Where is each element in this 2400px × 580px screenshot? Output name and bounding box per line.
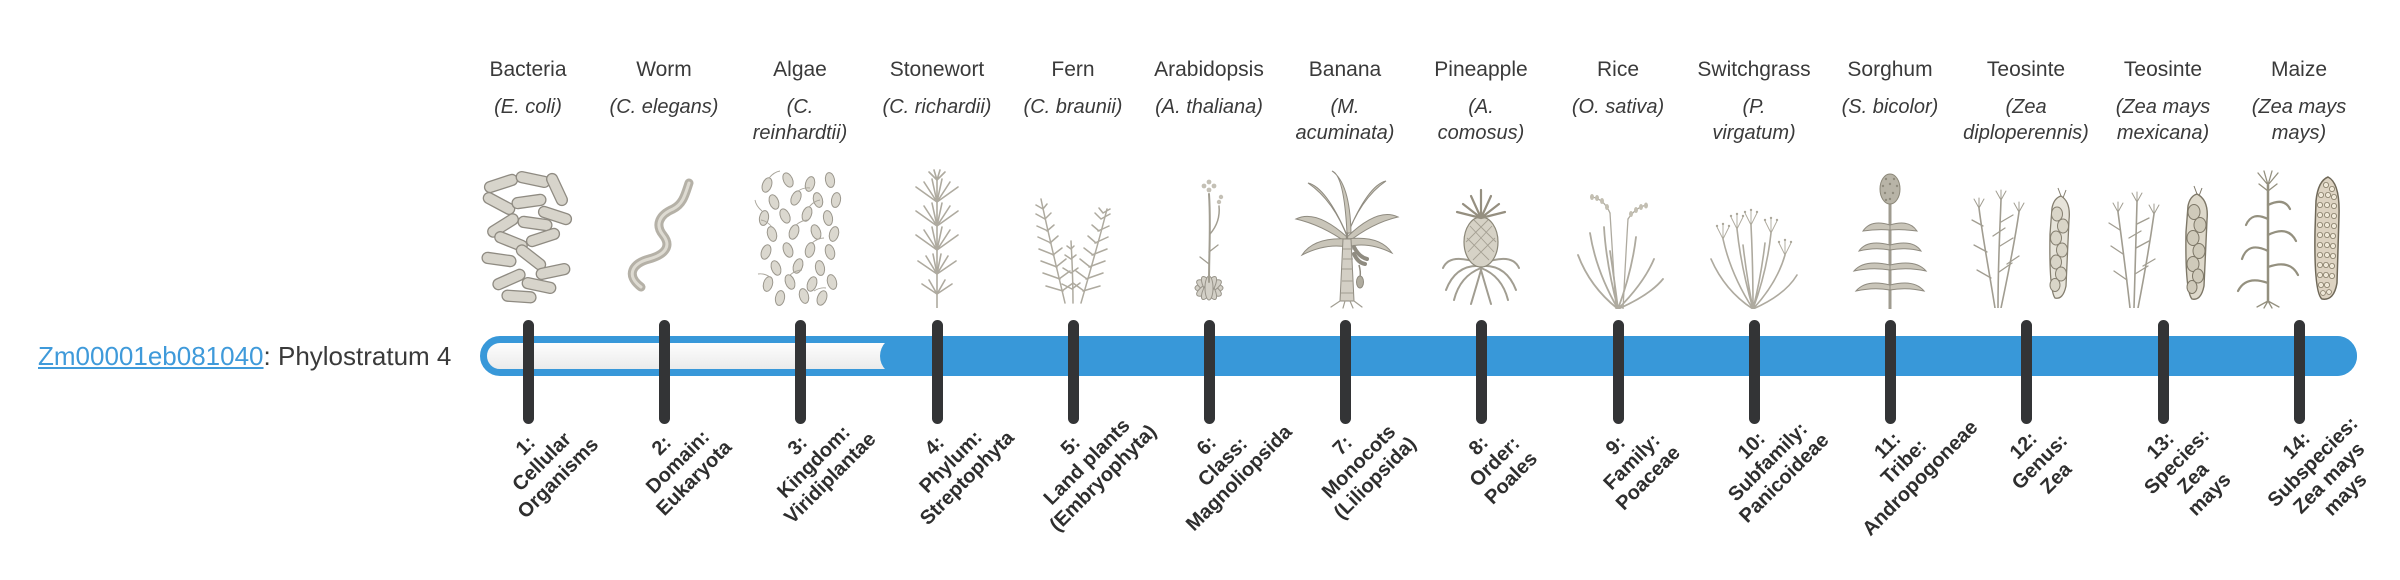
organism-illustration (867, 168, 1007, 312)
organism-species: (A. comosus) (1437, 96, 1525, 144)
organism-column: Worm (C. elegans) 2: Domain: Eukaryota (554, 0, 774, 580)
stratum-tick (1475, 320, 1487, 424)
stratum-tick (658, 320, 670, 424)
bacteria-icon (478, 170, 578, 311)
organism-species: (Zea mays mays) (2251, 96, 2347, 144)
stratum-tick (1339, 320, 1351, 424)
stratum-tick (931, 320, 943, 424)
stratum-tick (522, 320, 534, 424)
stratum-tick (2293, 320, 2305, 424)
organism-column: Fern (C. braunii) 5: Land plants (Embryo… (963, 0, 1183, 580)
stratum-tick (1067, 320, 1079, 424)
organism-illustration (1684, 168, 1824, 312)
organism-illustration (1003, 168, 1143, 312)
stratum-tick (2020, 320, 2032, 424)
organism-name: Worm (636, 58, 692, 81)
gene-label: Zm00001eb081040: Phylostratum 4 (38, 341, 451, 372)
organism-name: Maize (2270, 58, 2328, 81)
gene-link[interactable]: Zm00001eb081040 (38, 341, 264, 371)
organism-species: (C. richardii) (882, 96, 992, 118)
organism-illustration (1275, 168, 1415, 312)
organism-species: (C. elegans) (609, 96, 719, 118)
organism-name: Rice (1596, 58, 1639, 81)
organism-illustration (1956, 168, 2096, 312)
arabidopsis-icon (1170, 168, 1248, 313)
rice-icon (1570, 167, 1666, 314)
stratum-tick (1884, 320, 1896, 424)
organism-name: Algae (773, 58, 827, 81)
organism-species: (Zea diploperennis) (1963, 96, 2089, 144)
organism-name: Banana (1308, 58, 1382, 81)
organism-species: (E. coli) (494, 96, 562, 118)
algae-icon (752, 170, 848, 311)
organism-column: Stonewort (C. richardii) 4: Phylum: Stre… (827, 0, 1047, 580)
stratum-tick (794, 320, 806, 424)
organism-name: Teosinte (1986, 58, 2066, 81)
organism-name: Sorghum (1847, 58, 1933, 81)
organism-illustration (730, 168, 870, 312)
organism-illustration (1411, 168, 1551, 312)
organism-illustration (1548, 168, 1688, 312)
organism-column: Maize (Zea mays mays) (2189, 0, 2400, 580)
teosinte-mexicana-icon (2102, 168, 2224, 313)
stratum-label: 14: Subspecies: Zea mays mays (2263, 412, 2372, 521)
switchgrass-icon (1701, 167, 1807, 314)
organism-column: Rice (O. sativa) 9: Family: Poaceae (1508, 0, 1728, 580)
fern-icon (1017, 169, 1129, 312)
stratum-tick (1748, 320, 1760, 424)
organism-species: (O. sativa) (1571, 96, 1665, 118)
organism-illustration (2093, 168, 2233, 312)
organism-species: (A. thaliana) (1155, 96, 1263, 118)
organism-column: Arabidopsis (A. thaliana) 6: Class: Magn… (1099, 0, 1319, 580)
organism-name: Bacteria (489, 58, 567, 81)
organism-species: (S. bicolor) (1841, 96, 1939, 118)
organism-column: Teosinte (Zea mays mexicana) (2053, 0, 2273, 580)
teosinte-diploperennis-icon (1965, 168, 2087, 313)
organism-column: Bacteria (E. coli) 1: Cellular Organisms (418, 0, 638, 580)
organism-name: Pineapple (1434, 58, 1528, 81)
organism-illustration (594, 168, 734, 312)
stratum-tick (1203, 320, 1215, 424)
organism-column: Sorghum (S. bicolor) 11: Tribe: Andropog… (1780, 0, 2000, 580)
banana-icon (1288, 167, 1402, 314)
stonewort-icon (900, 168, 974, 313)
organism-name: Stonewort (889, 58, 985, 81)
organism-name: Arabidopsis (1154, 58, 1264, 81)
organism-name: Fern (1051, 58, 1095, 81)
maize-icon (2236, 167, 2362, 314)
stratum-tick (1612, 320, 1624, 424)
organism-illustration (1139, 168, 1279, 312)
organism-name: Switchgrass (1697, 58, 1811, 81)
organism-species: (Zea mays mexicana) (2115, 96, 2211, 144)
organism-name: Teosinte (2123, 58, 2203, 81)
sorghum-icon (1848, 167, 1932, 314)
gene-stratum-text: : Phylostratum 4 (263, 341, 452, 371)
organism-column: Teosinte (Zea diploperennis) (1916, 0, 2136, 580)
pineapple-icon (1440, 168, 1522, 313)
organism-illustration (458, 168, 598, 312)
organism-illustration (2229, 168, 2369, 312)
organism-species: (P. virgatum) (1712, 96, 1796, 144)
organism-column: Banana (M. acuminata) 7: Monocots (Lilio… (1235, 0, 1455, 580)
organism-column: Pineapple (A. comosus) 8: Order: Poales (1371, 0, 1591, 580)
organism-species: (M. acuminata) (1295, 96, 1395, 144)
organism-species: (C. braunii) (1023, 96, 1123, 118)
organism-column: Algae (C. reinhardtii) 3: Kingdom: (690, 0, 910, 580)
worm-icon (619, 177, 709, 304)
organism-illustration (1820, 168, 1960, 312)
organism-species: (C. reinhardtii) (752, 96, 848, 144)
organism-column: Switchgrass (P. virgatum) 10: Subfamily (1644, 0, 1864, 580)
stratum-tick (2157, 320, 2169, 424)
